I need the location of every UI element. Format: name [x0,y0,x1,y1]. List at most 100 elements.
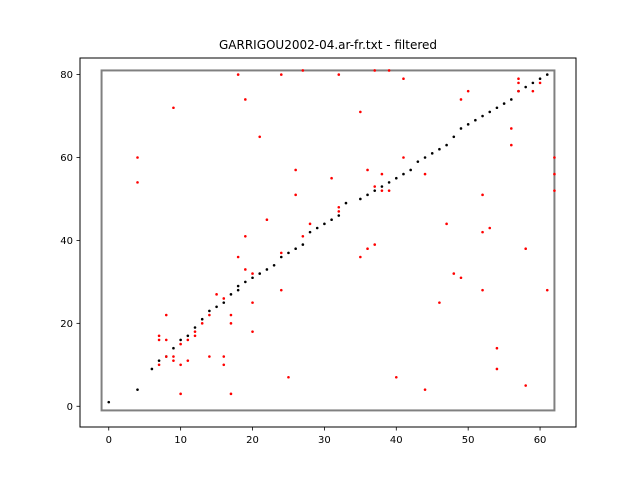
path-point [222,301,226,304]
path-point [380,185,384,188]
x-tick-label: 60 [534,435,547,446]
path-point [150,367,154,371]
candidate-point [438,301,441,304]
candidate-point [495,367,499,371]
path-point [402,172,405,176]
boundary-box [100,69,556,412]
candidate-point [229,392,233,396]
path-point [430,152,434,155]
path-point [359,197,362,201]
candidate-point [524,384,527,387]
candidate-point [373,69,377,72]
path-point [308,230,312,234]
candidate-point [287,375,290,379]
candidate-point [445,222,448,226]
path-point [229,293,233,296]
candidate-point [229,322,233,325]
candidate-point [531,89,535,93]
candidate-point [402,77,405,81]
x-tick-label: 20 [246,435,259,446]
path-point [157,359,161,362]
path-point [186,334,190,338]
candidate-point [244,268,247,271]
candidate-point [251,272,254,275]
candidate-point [481,193,484,197]
path-point [466,123,470,126]
path-point [172,346,175,350]
candidate-point [423,172,427,176]
y-tick-label: 0 [67,402,73,413]
candidate-point [373,185,377,188]
candidate-point [222,297,226,300]
path-point [545,73,549,76]
candidate-point [481,230,484,234]
candidate-point [279,251,283,255]
candidate-point [294,168,297,172]
candidate-point [251,330,254,333]
path-point [136,388,139,391]
candidate-point [236,255,240,259]
candidate-point [488,226,492,230]
candidate-point [200,322,204,325]
path-point [524,85,527,89]
path-point [265,268,269,271]
candidate-point [301,69,305,72]
path-point [387,181,391,184]
y-tick-label: 60 [60,153,73,164]
path-point [200,317,204,321]
path-point [495,106,499,110]
candidate-point [186,338,190,342]
plot-area [100,69,556,412]
candidate-point [380,189,384,192]
candidate-point [387,69,391,72]
candidate-point [186,359,190,362]
path-point [251,276,254,280]
candidate-point [164,313,168,317]
x-tick-label: 10 [174,435,187,446]
candidate-point [466,89,470,93]
path-point [330,218,333,221]
candidate-point [279,73,283,76]
candidate-point [157,334,161,338]
candidate-point [208,313,211,317]
path-point [474,118,477,122]
candidate-point [359,110,362,114]
candidate-point [179,363,182,367]
candidate-point [172,106,175,110]
candidate-point [359,255,362,259]
candidate-point [157,363,161,367]
candidate-point [222,355,226,358]
path-point [344,201,348,205]
path-point [366,193,369,197]
path-point [279,255,283,259]
path-point [323,222,326,226]
candidate-point [251,301,254,304]
path-point [423,156,427,159]
path-point [445,143,448,147]
path-point [438,147,441,151]
path-point [394,176,398,180]
candidate-point [193,334,197,338]
path-point [488,110,492,114]
candidate-point [172,359,175,362]
path-point [208,309,211,313]
candidate-point [380,172,384,176]
path-point [416,160,420,163]
path-point [236,284,240,288]
candidate-point [164,338,168,342]
path-point [215,305,218,309]
candidate-point [337,205,341,209]
x-tick-label: 50 [462,435,475,446]
candidate-point [538,81,542,85]
candidate-point [517,81,520,85]
candidate-point [517,77,520,81]
axes-frame [79,57,577,428]
path-point [236,288,240,292]
x-axis: 0 10 20 30 40 50 60 [106,427,547,446]
x-tick-label: 0 [106,435,112,446]
candidate-point [553,156,556,159]
candidate-point [236,73,240,76]
candidate-point [172,355,175,358]
candidate-point [337,210,341,213]
